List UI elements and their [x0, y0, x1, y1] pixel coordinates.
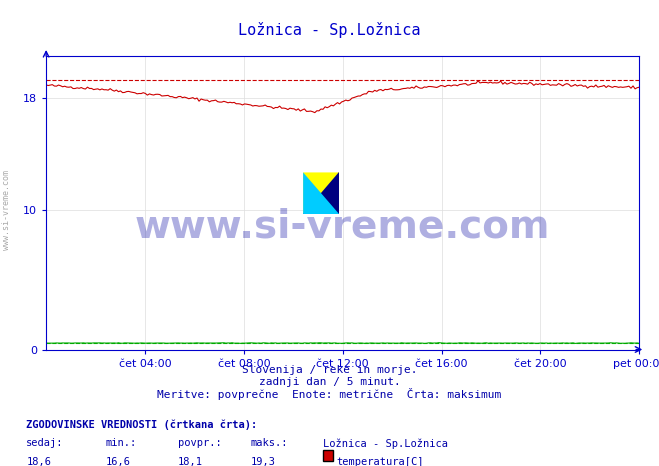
Text: 18,1: 18,1: [178, 457, 203, 466]
Text: Ložnica - Sp.Ložnica: Ložnica - Sp.Ložnica: [239, 22, 420, 38]
Text: zadnji dan / 5 minut.: zadnji dan / 5 minut.: [258, 377, 401, 387]
Text: sedaj:: sedaj:: [26, 438, 64, 448]
Text: 18,6: 18,6: [26, 457, 51, 466]
Polygon shape: [303, 172, 339, 214]
Text: www.si-vreme.com: www.si-vreme.com: [2, 170, 11, 250]
Polygon shape: [303, 172, 339, 214]
Text: Slovenija / reke in morje.: Slovenija / reke in morje.: [242, 365, 417, 376]
Polygon shape: [303, 172, 339, 214]
Text: povpr.:: povpr.:: [178, 438, 221, 448]
Text: 19,3: 19,3: [250, 457, 275, 466]
Text: temperatura[C]: temperatura[C]: [336, 457, 424, 466]
Text: 16,6: 16,6: [105, 457, 130, 466]
Text: maks.:: maks.:: [250, 438, 288, 448]
Text: ZGODOVINSKE VREDNOSTI (črtkana črta):: ZGODOVINSKE VREDNOSTI (črtkana črta):: [26, 419, 258, 430]
Text: min.:: min.:: [105, 438, 136, 448]
Text: Ložnica - Sp.Ložnica: Ložnica - Sp.Ložnica: [323, 438, 448, 449]
Text: www.si-vreme.com: www.si-vreme.com: [135, 207, 550, 245]
Text: Meritve: povprečne  Enote: metrične  Črta: maksimum: Meritve: povprečne Enote: metrične Črta:…: [158, 388, 501, 400]
